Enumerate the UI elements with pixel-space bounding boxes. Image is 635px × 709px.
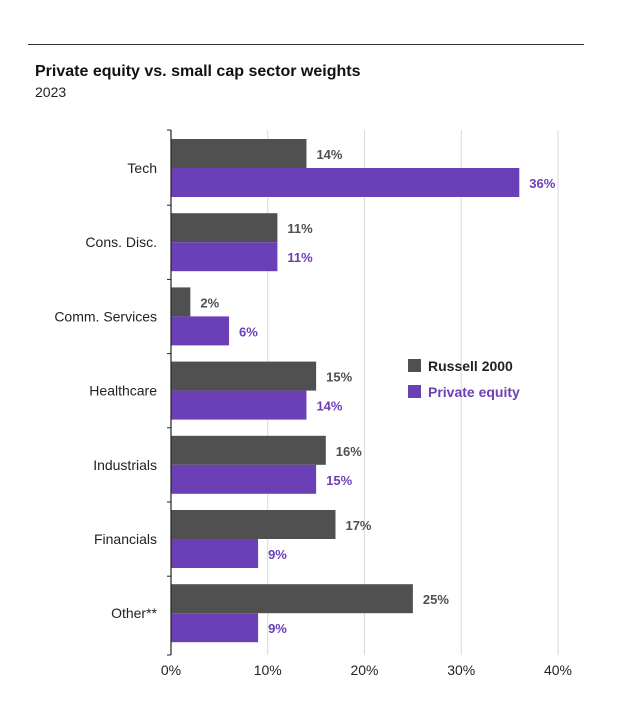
category-label: Tech bbox=[127, 160, 157, 176]
data-label: 14% bbox=[316, 147, 342, 162]
data-label: 17% bbox=[345, 518, 371, 533]
data-label: 11% bbox=[287, 221, 313, 236]
legend-label: Russell 2000 bbox=[428, 358, 513, 374]
data-label: 6% bbox=[239, 324, 258, 339]
bar-russell-2000 bbox=[171, 435, 326, 465]
data-label: 9% bbox=[268, 547, 287, 562]
category-label: Comm. Services bbox=[54, 308, 157, 324]
data-label: 25% bbox=[423, 592, 449, 607]
bar-russell-2000 bbox=[171, 213, 278, 243]
chart-title: Private equity vs. small cap sector weig… bbox=[35, 63, 361, 80]
data-label: 11% bbox=[287, 250, 313, 265]
category-label: Other** bbox=[111, 605, 157, 621]
data-label: 14% bbox=[316, 399, 342, 414]
bar-russell-2000 bbox=[171, 584, 413, 614]
category-label: Financials bbox=[94, 531, 157, 547]
category-label: Cons. Disc. bbox=[85, 234, 157, 250]
bar-private-equity bbox=[171, 242, 278, 272]
bar-russell-2000 bbox=[171, 361, 317, 391]
x-tick-label: 10% bbox=[254, 662, 282, 678]
legend-label: Private equity bbox=[428, 384, 520, 400]
bar-private-equity bbox=[171, 168, 520, 197]
x-tick-label: 30% bbox=[447, 662, 475, 678]
x-tick-label: 40% bbox=[544, 662, 572, 678]
bar-private-equity bbox=[171, 613, 259, 643]
data-label: 15% bbox=[326, 370, 352, 385]
x-tick-label: 20% bbox=[350, 662, 378, 678]
legend-swatch bbox=[408, 385, 421, 398]
chart-subtitle: 2023 bbox=[35, 84, 67, 100]
bar-private-equity bbox=[171, 464, 317, 494]
bar-private-equity bbox=[171, 316, 230, 346]
data-label: 36% bbox=[529, 176, 555, 191]
bar-russell-2000 bbox=[171, 287, 191, 317]
category-label: Industrials bbox=[93, 457, 157, 473]
bar-russell-2000 bbox=[171, 139, 307, 168]
data-label: 2% bbox=[200, 295, 219, 310]
data-label: 9% bbox=[268, 621, 287, 636]
data-label: 16% bbox=[336, 444, 362, 459]
bar-private-equity bbox=[171, 539, 259, 568]
data-label: 15% bbox=[326, 473, 352, 488]
bar-russell-2000 bbox=[171, 510, 336, 539]
bar-private-equity bbox=[171, 390, 307, 420]
top-rule bbox=[28, 44, 584, 45]
x-tick-label: 0% bbox=[161, 662, 181, 678]
legend-swatch bbox=[408, 359, 421, 372]
category-label: Healthcare bbox=[89, 383, 157, 399]
